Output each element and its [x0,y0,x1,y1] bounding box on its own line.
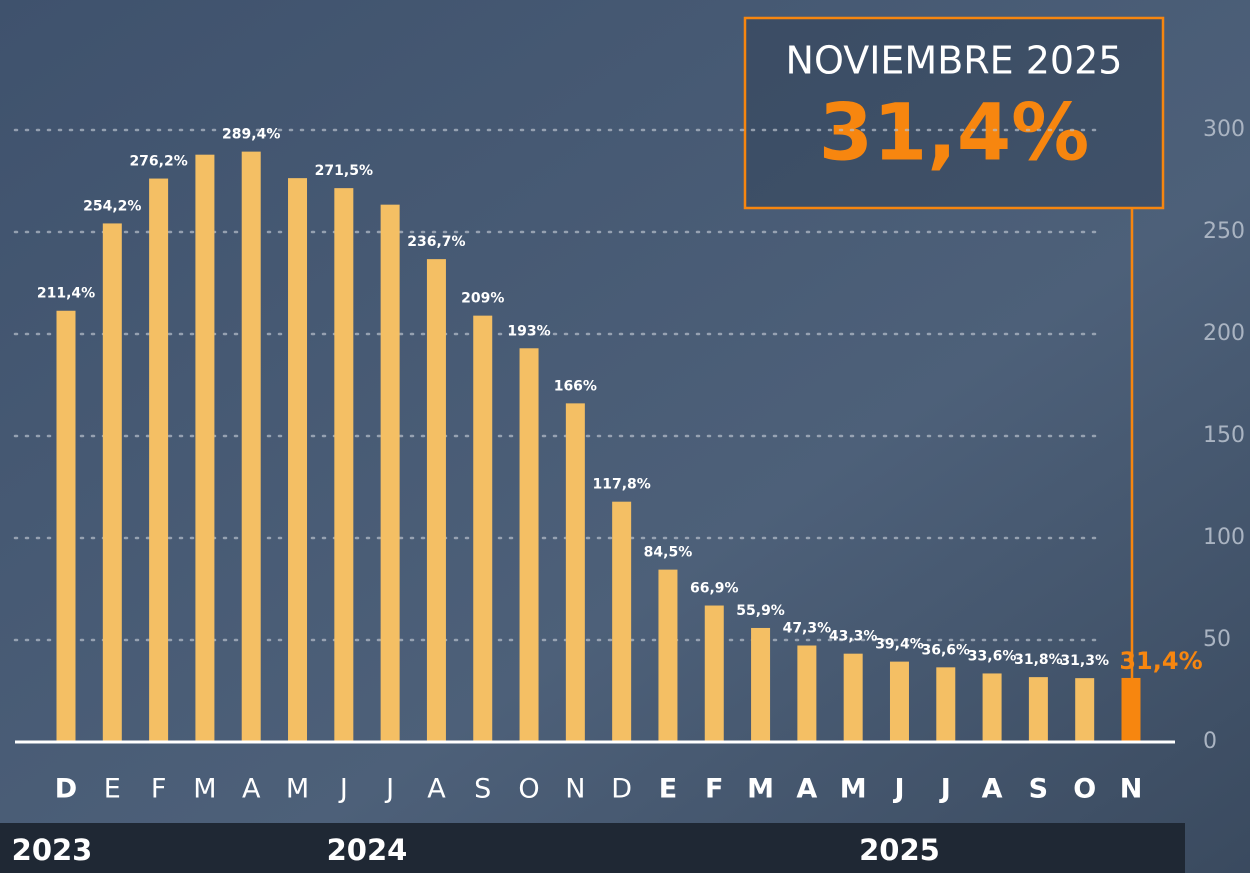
x-tick-label: O [518,774,539,805]
x-tick-label: N [1120,774,1143,805]
x-tick-label: D [611,774,632,805]
bar [519,348,539,742]
bar [149,178,169,742]
callout-title: NOVIEMBRE 2025 [786,39,1123,83]
value-label: 117,8% [592,477,650,493]
bar [195,154,215,742]
value-label: 36,6% [921,642,970,658]
bar [380,204,400,742]
x-tick-label: N [565,774,585,805]
bar [1121,677,1141,742]
y-tick-label: 200 [1203,321,1245,346]
x-tick-label: A [796,774,817,805]
x-tick-label: M [193,774,216,805]
year-label: 2025 [859,833,940,867]
value-label: 43,3% [829,629,878,645]
value-label: 31,3% [1060,653,1109,669]
year-label: 2024 [327,833,408,867]
x-tick-label: M [840,774,867,805]
value-label: 193% [507,323,550,339]
bar [473,315,493,742]
highlight-value-label: 31,4% [1119,647,1202,675]
value-label: 166% [554,378,597,394]
year-band [100,823,1185,873]
value-label: 289,4% [222,127,280,143]
x-tick-label: M [747,774,774,805]
x-tick-label: O [1073,774,1096,805]
bar [334,188,354,742]
y-tick-label: 300 [1203,117,1245,142]
bar [241,151,261,742]
bar [797,645,817,742]
year-label: 2023 [12,833,93,867]
bar [288,178,308,743]
x-tick-label: A [982,774,1003,805]
value-label: 66,9% [690,581,739,597]
value-label: 55,9% [736,603,785,619]
value-label: 254,2% [83,198,141,214]
x-tick-label: A [427,774,446,805]
x-tick-label: D [55,774,77,805]
y-tick-label: 150 [1203,423,1245,448]
x-tick-label: J [384,774,394,805]
bar [1075,678,1095,742]
x-tick-label: S [474,774,491,805]
y-tick-label: 0 [1203,729,1217,754]
value-label: 271,5% [315,163,373,179]
x-tick-label: J [338,774,348,805]
x-tick-label: F [151,774,167,805]
x-tick-label: S [1029,774,1048,805]
bar [426,259,446,742]
bar [982,673,1002,742]
bar [751,627,771,742]
y-tick-label: 50 [1203,627,1231,652]
x-tick-label: E [104,774,121,805]
value-label: 236,7% [407,234,465,250]
value-label: 84,5% [644,545,693,561]
value-label: 276,2% [129,154,187,170]
value-label: 209% [461,291,504,307]
value-label: 39,4% [875,637,924,653]
bar [102,223,122,742]
year-band [0,823,100,873]
y-tick-label: 250 [1203,219,1245,244]
value-label: 47,3% [783,621,832,637]
bar [889,661,909,742]
value-label: 33,6% [968,648,1017,664]
bar [658,569,678,742]
bar [1028,677,1048,742]
bar [612,501,632,742]
x-tick-label: J [939,774,951,805]
value-label: 211,4% [37,286,95,302]
x-tick-label: M [286,774,309,805]
bar [843,653,863,742]
bar [565,403,585,742]
bar [56,310,76,742]
x-tick-label: J [892,774,904,805]
callout-value: 31,4% [819,88,1090,178]
value-label: 31,8% [1014,652,1063,668]
x-tick-label: A [242,774,261,805]
bar [704,605,724,742]
x-tick-label: F [705,774,723,805]
bar [936,667,956,742]
callout-box [743,16,1165,210]
x-tick-label: E [659,774,677,805]
y-tick-label: 100 [1203,525,1245,550]
